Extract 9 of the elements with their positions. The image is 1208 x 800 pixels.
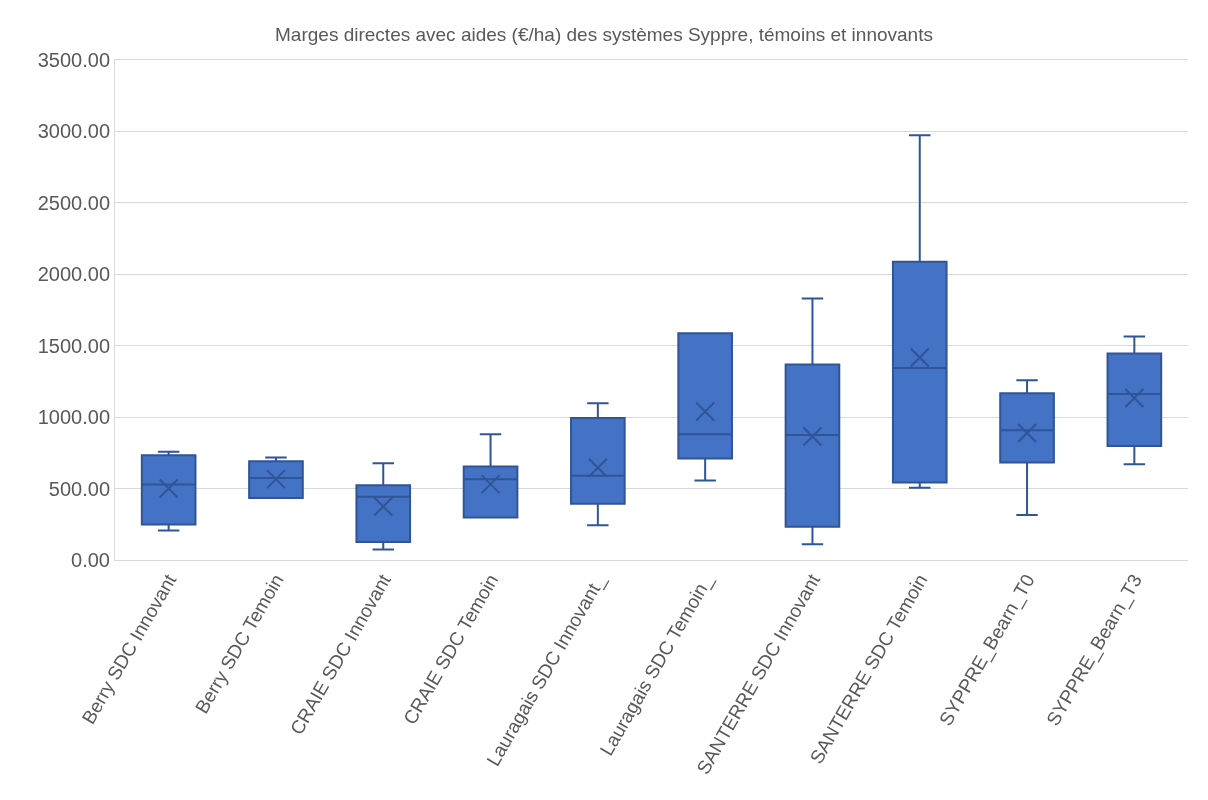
y-tick-label: 2000.00 <box>37 263 110 286</box>
y-tick-label: 500.00 <box>48 477 110 500</box>
y-tick-label: 1000.00 <box>37 406 110 429</box>
y-tick-label: 0.00 <box>71 549 110 571</box>
y-tick-label: 2500.00 <box>37 191 110 214</box>
y-tick-label: 3000.00 <box>37 120 110 143</box>
y-tick-label: 1500.00 <box>37 334 110 357</box>
y-tick-label: 3500.00 <box>37 49 110 71</box>
chart-title: Marges directes avec aides (€/ha) des systèmes Syppre, témoins et innovants <box>275 24 933 46</box>
